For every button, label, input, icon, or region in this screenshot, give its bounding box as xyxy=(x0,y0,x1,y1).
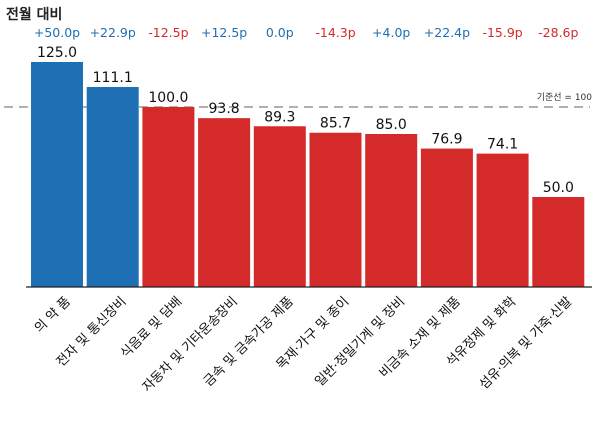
value-label: 100.0 xyxy=(148,90,188,106)
change-label: +50.0p xyxy=(34,25,80,40)
change-label: +22.4p xyxy=(424,25,470,40)
bar xyxy=(31,62,83,287)
value-label: 125.0 xyxy=(37,45,77,61)
value-label: 111.1 xyxy=(93,70,133,86)
change-label: 0.0p xyxy=(266,25,294,40)
category-label: 의 약 품 xyxy=(32,294,74,336)
bar xyxy=(365,134,418,287)
bar xyxy=(253,126,306,287)
change-label: +22.9p xyxy=(90,25,136,40)
change-label: +4.0p xyxy=(372,25,410,40)
value-label: 85.0 xyxy=(376,117,407,133)
value-labels: 125.0 111.1 100.0 93.8 89.3 85.7 85.0 76.9 74.1 5… xyxy=(37,45,574,196)
bar xyxy=(198,118,251,287)
change-labels: +50.0p +22.9p -12.5p +12.5p 0.0p -14.3p +4.0p +… xyxy=(34,25,579,40)
reference-line-label: 기준선 = 100 xyxy=(537,92,593,103)
category-label: 섬유·의복 및 가죽·신발 xyxy=(477,294,575,392)
bar xyxy=(476,153,529,287)
value-label: 85.7 xyxy=(320,116,351,132)
value-label: 74.1 xyxy=(487,137,518,153)
value-label: 89.3 xyxy=(264,109,295,125)
value-label: 93.8 xyxy=(209,101,240,117)
change-header: 전월 대비 xyxy=(6,6,62,23)
bar xyxy=(309,132,362,287)
value-label: 76.9 xyxy=(431,132,462,148)
bar xyxy=(420,148,473,287)
value-label: 50.0 xyxy=(543,180,574,196)
bar xyxy=(86,87,139,288)
change-label: -28.6p xyxy=(538,25,578,40)
bar xyxy=(532,197,585,287)
change-label: -14.3p xyxy=(315,25,355,40)
bars xyxy=(31,62,585,288)
change-label: -12.5p xyxy=(148,25,188,40)
category-label: 자동차 및 기타운송장비 xyxy=(140,294,241,395)
change-label: -15.9p xyxy=(482,25,522,40)
bar xyxy=(142,107,195,287)
change-label: +12.5p xyxy=(201,25,247,40)
